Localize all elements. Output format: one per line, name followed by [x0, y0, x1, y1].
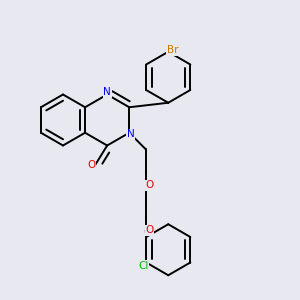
- Text: N: N: [127, 129, 135, 139]
- Text: O: O: [146, 225, 154, 235]
- Text: Br: Br: [167, 45, 178, 55]
- Text: Cl: Cl: [138, 260, 148, 271]
- Text: O: O: [146, 180, 154, 190]
- Text: O: O: [87, 160, 95, 170]
- Text: N: N: [103, 87, 111, 97]
